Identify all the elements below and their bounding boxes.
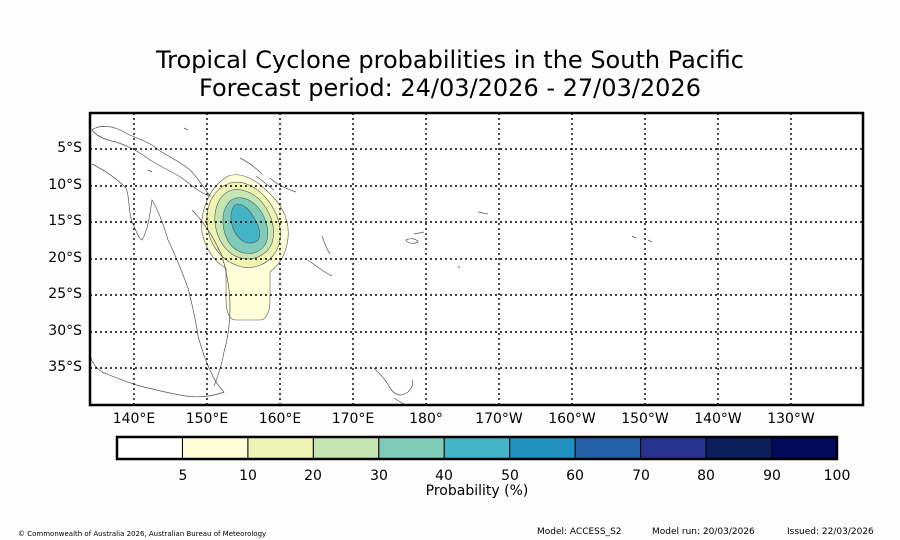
lon-label: 160°E	[258, 411, 302, 427]
lon-label: 180°	[409, 411, 443, 427]
lon-label: 170°E	[331, 411, 375, 427]
colorbar-tick-label: 90	[763, 468, 781, 484]
colorbar-tick-label: 30	[370, 468, 388, 484]
colorbar-title: Probability (%)	[425, 483, 529, 499]
coast-fiji	[405, 231, 425, 244]
colorbar-tick-label: 100	[823, 468, 851, 484]
chart-title-line1: Tropical Cyclone probabilities in the So…	[156, 46, 744, 74]
model-name: Model: ACCESS_S2	[537, 527, 622, 537]
colorbar-segment	[312, 436, 380, 460]
coast-small-islands	[147, 127, 653, 269]
colorbar	[116, 436, 838, 460]
colorbar-segment	[247, 436, 314, 460]
lon-label: 160°W	[548, 411, 596, 427]
colorbar-segment	[116, 436, 183, 460]
coast-vanuatu	[321, 235, 331, 255]
lat-label: 25°S	[48, 286, 82, 302]
colorbar-segment	[181, 436, 249, 460]
lon-label: 150°W	[621, 411, 669, 427]
colorbar-tick-label: 40	[435, 468, 453, 484]
colorbar-segment	[378, 436, 445, 460]
lon-label: 140°W	[694, 411, 742, 427]
colorbar-tick-label: 20	[304, 468, 322, 484]
colorbar-tick-label: 10	[239, 468, 257, 484]
model-run-date: Model run: 20/03/2026	[652, 527, 755, 537]
coast-australia	[89, 163, 225, 398]
colorbar-tick-label: 60	[566, 468, 584, 484]
graticule	[90, 113, 863, 405]
coast-new-caledonia	[307, 259, 333, 277]
colorbar-frame	[115, 435, 839, 461]
lat-label: 20°S	[48, 250, 82, 266]
lat-label: 35°S	[48, 359, 82, 375]
colorbar-segment	[509, 436, 576, 460]
chart-title-line2: Forecast period: 24/03/2026 - 27/03/2026	[199, 74, 701, 102]
copyright-text: © Commonwealth of Australia 2026, Austra…	[18, 530, 267, 538]
map-frame	[88, 111, 865, 407]
colorbar-segment	[771, 436, 838, 460]
colorbar-tick-label: 80	[697, 468, 715, 484]
lat-label: 30°S	[48, 323, 82, 339]
lon-label: 130°W	[767, 411, 815, 427]
colorbar-segment	[574, 436, 642, 460]
coastlines	[89, 126, 653, 405]
colorbar-tick-label: 50	[501, 468, 519, 484]
coast-new-guinea	[91, 126, 211, 197]
colorbar-segment	[705, 436, 773, 460]
colorbar-tick-label: 5	[178, 468, 188, 484]
lon-label: 170°W	[475, 411, 523, 427]
colorbar-segment	[443, 436, 511, 460]
issued-date: Issued: 22/03/2026	[787, 527, 874, 537]
colorbar-tick-label: 70	[632, 468, 650, 484]
lon-label: 150°E	[185, 411, 229, 427]
lat-label: 5°S	[57, 140, 82, 156]
probability-contours	[201, 174, 289, 321]
lon-label: 140°E	[112, 411, 156, 427]
coast-australia-east	[191, 209, 231, 387]
lat-label: 15°S	[48, 213, 82, 229]
colorbar-segment	[640, 436, 707, 460]
lat-label: 10°S	[48, 177, 82, 193]
contour-40	[230, 203, 261, 244]
